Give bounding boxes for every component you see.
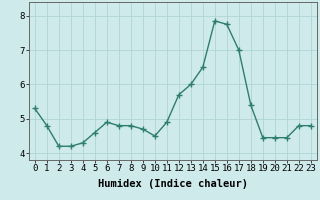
X-axis label: Humidex (Indice chaleur): Humidex (Indice chaleur): [98, 179, 248, 189]
